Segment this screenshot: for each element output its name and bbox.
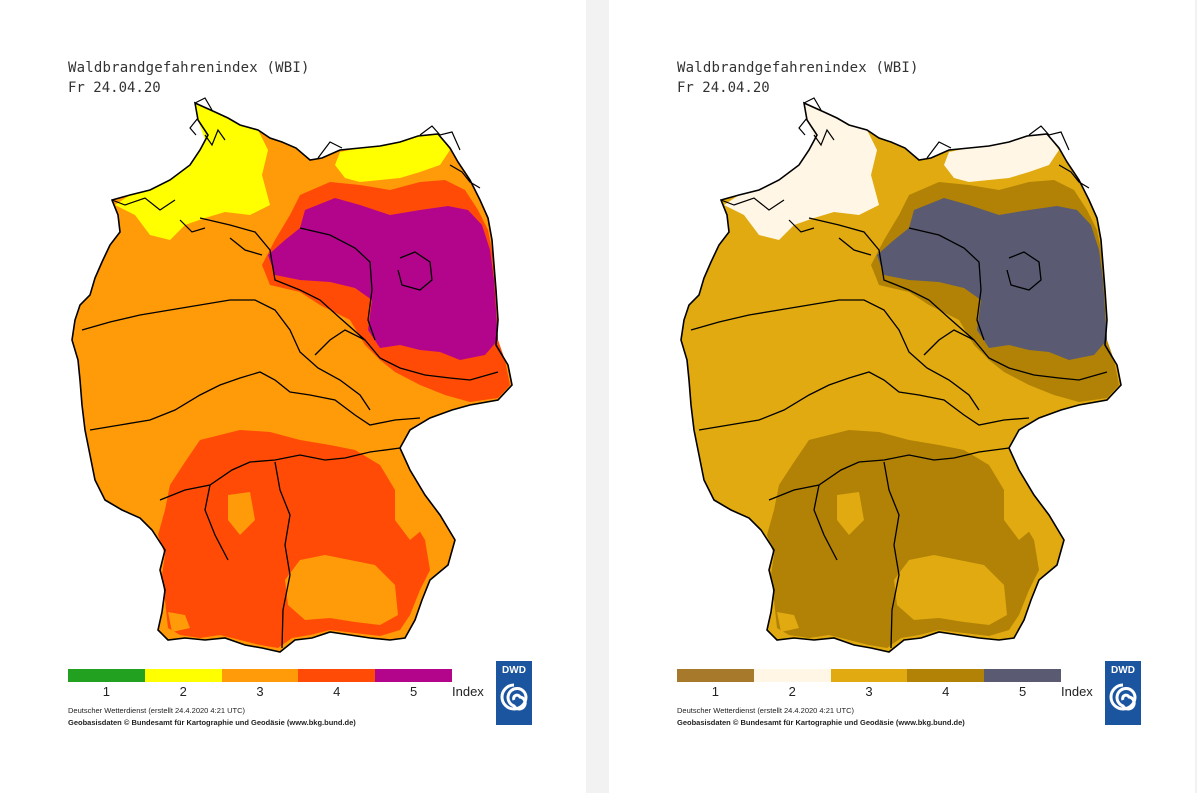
legend-labels: 1 2 3 4 5 <box>68 684 452 699</box>
coastline-2 <box>204 128 226 147</box>
legend-label-5: 5 <box>409 684 418 699</box>
dwd-logo: DWD <box>1105 661 1141 725</box>
danger-zone-i3-6 <box>894 555 1007 625</box>
legend-swatch-4 <box>907 669 985 682</box>
legend-bar <box>68 669 452 682</box>
legend-swatch-2 <box>144 669 222 682</box>
dwd-swirl-icon <box>500 683 528 711</box>
legend-swatch-2 <box>753 669 831 682</box>
danger-zone-i3-6 <box>285 555 398 625</box>
legend-label-4: 4 <box>333 684 341 699</box>
legend-swatch-5 <box>984 669 1061 682</box>
state-border-7 <box>838 237 872 256</box>
country-outline <box>680 101 1122 653</box>
germany-map <box>680 97 1122 653</box>
state-border-2 <box>690 299 980 411</box>
state-border-5 <box>274 461 291 649</box>
danger-zone-i3-8 <box>395 490 428 540</box>
danger-zone-i2-2 <box>335 134 450 182</box>
coastline-3 <box>926 141 952 159</box>
legend-swatch-1 <box>68 669 145 682</box>
state-border-7 <box>229 237 263 256</box>
coastline-0 <box>194 97 213 111</box>
legend-index-label: Index <box>452 684 484 699</box>
coastline-6 <box>111 197 176 211</box>
state-border-1 <box>908 227 985 341</box>
coastline-4 <box>1028 125 1070 151</box>
legend-bar <box>677 669 1061 682</box>
dwd-logo-text: DWD <box>1111 665 1135 676</box>
state-border-5 <box>883 461 900 649</box>
map-date: Fr 24.04.20 <box>677 80 770 96</box>
coastline-1 <box>798 117 808 136</box>
state-border-1 <box>299 227 376 341</box>
legend-swatch-4 <box>298 669 376 682</box>
legend-label-5: 5 <box>1018 684 1027 699</box>
state-border-8 <box>923 329 975 356</box>
coastline-7 <box>788 219 815 233</box>
state-border-4 <box>768 447 1010 501</box>
credit-dwd: Deutscher Wetterdienst (erstellt 24.4.20… <box>677 706 855 715</box>
dwd-logo-text: DWD <box>502 665 526 676</box>
legend-label-2: 2 <box>788 684 796 699</box>
legend-label-1: 1 <box>102 684 111 699</box>
dwd-logo: DWD <box>496 661 532 725</box>
legend-label-3: 3 <box>865 684 873 699</box>
legend-swatch-1 <box>677 669 754 682</box>
danger-zone-i3-8 <box>1004 490 1037 540</box>
state-border-3 <box>89 371 421 431</box>
country-outline <box>71 101 513 653</box>
danger-zone-i3-9 <box>168 612 190 632</box>
credit-dwd: Deutscher Wetterdienst (erstellt 24.4.20… <box>68 706 246 715</box>
coastline-2 <box>813 128 835 147</box>
state-border-0 <box>808 217 1108 381</box>
state-border-9 <box>397 251 433 291</box>
danger-zone-i3-7 <box>837 492 864 535</box>
legend-swatch-3 <box>221 669 299 682</box>
map-date: Fr 24.04.20 <box>68 80 161 96</box>
legend-label-3: 3 <box>256 684 264 699</box>
map-panel-left: Waldbrandgefahrenindex (WBI) Fr 24.04.20… <box>0 0 586 793</box>
state-border-2 <box>81 299 371 411</box>
coastline-0 <box>803 97 822 111</box>
legend-label-2: 2 <box>179 684 187 699</box>
danger-zone-i3-9 <box>777 612 799 632</box>
legend-labels: 1 2 3 4 5 <box>677 684 1061 699</box>
legend-swatch-3 <box>830 669 908 682</box>
germany-map <box>71 97 513 653</box>
credit-geodata: Geobasisdaten © Bundesamt für Kartograph… <box>677 718 965 727</box>
state-border-6 <box>204 484 229 561</box>
legend-label-1: 1 <box>711 684 720 699</box>
map-title: Waldbrandgefahrenindex (WBI) <box>68 60 310 76</box>
legend-index-label: Index <box>1061 684 1093 699</box>
state-border-9 <box>1006 251 1042 291</box>
state-border-8 <box>314 329 366 356</box>
map-panel-right: Waldbrandgefahrenindex (WBI) Fr 24.04.20… <box>609 0 1195 793</box>
legend-swatch-5 <box>375 669 452 682</box>
credit-geodata: Geobasisdaten © Bundesamt für Kartograph… <box>68 718 356 727</box>
legend-label-4: 4 <box>942 684 950 699</box>
coastline-7 <box>179 219 206 233</box>
coastline-5 <box>449 164 481 189</box>
danger-zone-i5-4 <box>877 198 1107 360</box>
danger-zone-i3-7 <box>228 492 255 535</box>
coastline-1 <box>189 117 199 136</box>
coastline-3 <box>317 141 343 159</box>
state-border-0 <box>199 217 499 381</box>
coastline-6 <box>720 197 785 211</box>
coastline-4 <box>419 125 461 151</box>
state-border-6 <box>813 484 838 561</box>
state-border-3 <box>698 371 1030 431</box>
state-border-4 <box>159 447 401 501</box>
coastline-5 <box>1058 164 1090 189</box>
dwd-swirl-icon <box>1109 683 1137 711</box>
danger-zone-i2-2 <box>944 134 1059 182</box>
danger-zone-i5-4 <box>268 198 498 360</box>
map-title: Waldbrandgefahrenindex (WBI) <box>677 60 919 76</box>
